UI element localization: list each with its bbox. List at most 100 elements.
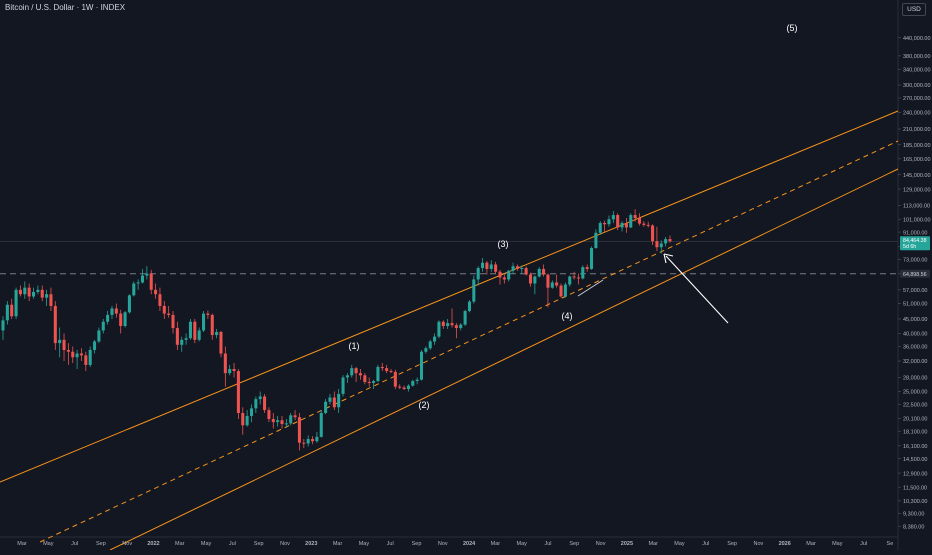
currency-button[interactable]: USD bbox=[902, 3, 926, 16]
candle bbox=[154, 283, 158, 299]
candle-body bbox=[341, 377, 345, 394]
x-tick-label: Jul bbox=[544, 541, 551, 547]
candle-body bbox=[332, 397, 336, 408]
candle bbox=[441, 320, 445, 329]
countdown-label: 5d 6h bbox=[903, 244, 916, 250]
x-tick-label: 2024 bbox=[463, 541, 476, 547]
candle bbox=[411, 379, 415, 387]
candle bbox=[123, 311, 127, 328]
candle-body bbox=[254, 399, 258, 409]
candle bbox=[424, 346, 428, 354]
candle bbox=[276, 415, 280, 427]
candle bbox=[206, 310, 210, 319]
candle-body bbox=[188, 321, 192, 339]
candle bbox=[607, 215, 611, 227]
candle bbox=[393, 369, 397, 390]
candle-body bbox=[267, 410, 271, 419]
candle-body bbox=[5, 304, 9, 321]
candle-body bbox=[62, 339, 66, 350]
candle bbox=[550, 280, 554, 289]
candle bbox=[433, 333, 437, 345]
wave-label: (3) bbox=[498, 239, 509, 249]
candle bbox=[367, 377, 371, 387]
candle bbox=[210, 313, 214, 340]
y-tick-label: 380,000.00 bbox=[903, 54, 931, 60]
candle bbox=[5, 301, 9, 325]
candle bbox=[659, 240, 663, 254]
candle-body bbox=[197, 330, 201, 340]
grid-layer bbox=[0, 0, 899, 550]
candle-body bbox=[319, 412, 323, 437]
candle bbox=[110, 305, 114, 319]
candle-body bbox=[459, 324, 463, 329]
candle-body bbox=[293, 415, 297, 418]
candle-body bbox=[175, 328, 179, 345]
channel-mid-line bbox=[39, 140, 899, 543]
y-tick-label: 11,500.00 bbox=[903, 485, 927, 491]
candle-body bbox=[223, 353, 227, 374]
x-tick-label: Mar bbox=[333, 541, 343, 547]
candle bbox=[18, 285, 22, 297]
candle-body bbox=[664, 239, 668, 244]
candle-body bbox=[210, 314, 214, 336]
candle-body bbox=[132, 283, 136, 296]
candle bbox=[66, 343, 70, 365]
candle bbox=[494, 261, 498, 274]
candle bbox=[232, 362, 236, 378]
y-tick-label: 16,100.00 bbox=[903, 444, 927, 450]
candle bbox=[328, 393, 332, 405]
candle bbox=[40, 285, 44, 302]
candle bbox=[245, 410, 249, 427]
candle-body bbox=[607, 219, 611, 225]
candle-body bbox=[119, 313, 123, 327]
candle-body bbox=[485, 262, 489, 269]
candle-body bbox=[324, 401, 328, 413]
x-tick-label: May bbox=[201, 541, 212, 547]
candle bbox=[559, 283, 563, 298]
candle-body bbox=[289, 415, 293, 424]
candle-body bbox=[350, 368, 354, 376]
candle bbox=[114, 303, 118, 318]
candle bbox=[537, 267, 541, 278]
candle bbox=[533, 275, 537, 295]
candle-body bbox=[40, 289, 44, 298]
y-tick-label: 18,100.00 bbox=[903, 429, 927, 435]
candle-body bbox=[88, 349, 92, 365]
candle bbox=[572, 271, 576, 280]
candle-body bbox=[572, 276, 576, 278]
candle bbox=[385, 364, 389, 374]
candle bbox=[428, 339, 432, 350]
x-tick-label: 2022 bbox=[147, 541, 159, 547]
candle bbox=[53, 301, 57, 350]
candle-body bbox=[555, 282, 559, 286]
candle-body bbox=[79, 353, 83, 356]
wave-label: (2) bbox=[419, 400, 430, 410]
candle bbox=[398, 384, 402, 390]
candle-body bbox=[249, 408, 254, 416]
candle bbox=[271, 412, 275, 429]
channel-lower-line bbox=[109, 168, 899, 551]
candle bbox=[145, 266, 149, 280]
wave-label: (4) bbox=[562, 311, 573, 321]
candle bbox=[524, 266, 528, 276]
candle-body bbox=[114, 308, 118, 314]
x-tick-label: Mar bbox=[17, 541, 27, 547]
candle-body bbox=[498, 271, 502, 278]
candle-body bbox=[328, 397, 332, 402]
candle-body bbox=[71, 351, 75, 358]
channel-upper-line bbox=[0, 110, 899, 483]
last-price-box bbox=[900, 236, 930, 251]
candle-body bbox=[559, 285, 563, 297]
candle bbox=[598, 221, 602, 235]
candle-body bbox=[84, 355, 88, 365]
candle bbox=[624, 218, 628, 233]
candle-body bbox=[58, 339, 62, 344]
candle-body bbox=[563, 284, 567, 297]
candle-body bbox=[263, 396, 267, 411]
candle bbox=[437, 320, 441, 339]
candle bbox=[10, 298, 14, 319]
y-tick-label: 165,000.00 bbox=[903, 157, 931, 163]
candle-body bbox=[398, 386, 402, 388]
